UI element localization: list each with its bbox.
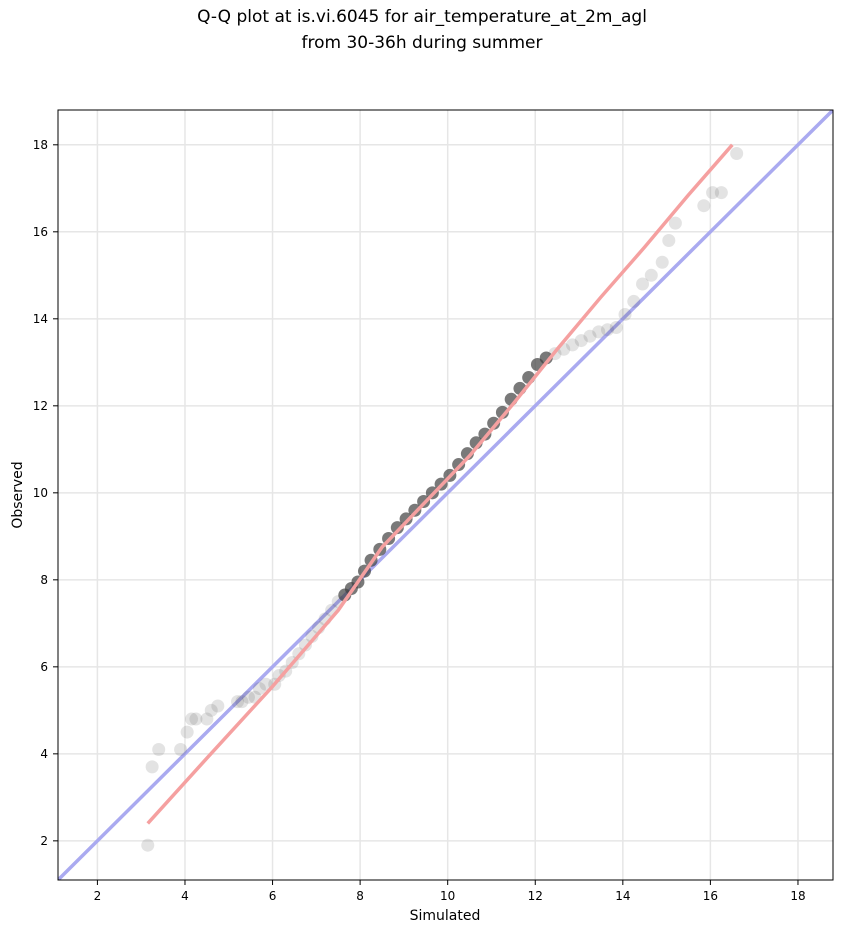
x-tick-label: 2 <box>94 889 102 903</box>
qq-point <box>408 503 422 517</box>
y-tick-label: 10 <box>33 486 48 500</box>
qq-point <box>565 338 579 352</box>
y-tick-label: 4 <box>40 747 48 761</box>
y-axis-ticks: 2 4 6 8 10 12 14 16 18 <box>33 138 58 848</box>
x-axis-ticks: 2 4 6 8 10 12 14 16 18 <box>94 880 806 903</box>
qq-point <box>174 742 188 756</box>
y-tick-label: 16 <box>33 225 48 239</box>
qq-point <box>609 321 623 335</box>
qq-point <box>714 186 728 200</box>
qq-point <box>141 838 155 852</box>
x-tick-label: 14 <box>615 889 630 903</box>
qq-point <box>583 329 597 343</box>
qq-point <box>478 427 492 441</box>
x-tick-label: 16 <box>703 889 718 903</box>
chart-title-line-2: from 30-36h during summer <box>302 33 543 53</box>
qq-point <box>487 416 501 430</box>
x-tick-label: 18 <box>790 889 805 903</box>
fit-line <box>146 143 734 825</box>
plot-frame <box>57 109 834 881</box>
qq-point <box>185 712 199 726</box>
qq-point <box>272 669 286 683</box>
qq-point <box>399 512 413 526</box>
x-axis-label: Simulated <box>410 908 481 924</box>
x-tick-label: 6 <box>269 889 277 903</box>
y-tick-label: 18 <box>33 138 48 152</box>
qq-point <box>189 712 203 726</box>
qq-point <box>231 695 245 709</box>
qq-point <box>697 199 711 213</box>
qq-point <box>235 695 249 709</box>
qq-point <box>618 307 632 321</box>
qq-point <box>241 690 255 704</box>
x-tick-label: 8 <box>356 889 364 903</box>
qq-point <box>495 405 509 419</box>
qq-point <box>152 742 166 756</box>
qq-point <box>601 323 615 337</box>
chart-title-line-1: Q-Q plot at is.vi.6045 for air_temperatu… <box>197 7 647 27</box>
y-tick-label: 2 <box>40 834 48 848</box>
x-tick-label: 10 <box>440 889 455 903</box>
qq-point <box>204 703 218 717</box>
qq-point <box>627 294 641 308</box>
y-tick-label: 8 <box>40 573 48 587</box>
qq-point <box>200 712 214 726</box>
points <box>141 147 744 852</box>
qq-point <box>390 521 404 535</box>
y-axis-label: Observed <box>10 461 26 528</box>
qq-point <box>211 699 225 713</box>
qq-point <box>452 458 466 472</box>
qq-point <box>706 186 720 200</box>
qq-point <box>252 682 266 696</box>
qq-point <box>592 325 606 339</box>
qq-point <box>655 255 669 269</box>
y-tick-label: 12 <box>33 399 48 413</box>
qq-point <box>180 725 194 739</box>
qq-point <box>145 760 159 774</box>
qq-point <box>730 147 744 161</box>
qq-point <box>662 234 676 248</box>
y-tick-label: 6 <box>40 660 48 674</box>
qq-point <box>574 334 588 348</box>
x-tick-label: 4 <box>181 889 189 903</box>
qq-point <box>636 277 650 291</box>
qq-point <box>298 638 312 652</box>
reference-line <box>58 110 833 880</box>
qq-point <box>644 268 658 282</box>
y-tick-label: 14 <box>33 312 48 326</box>
x-tick-label: 12 <box>528 889 543 903</box>
qq-point <box>668 216 682 230</box>
